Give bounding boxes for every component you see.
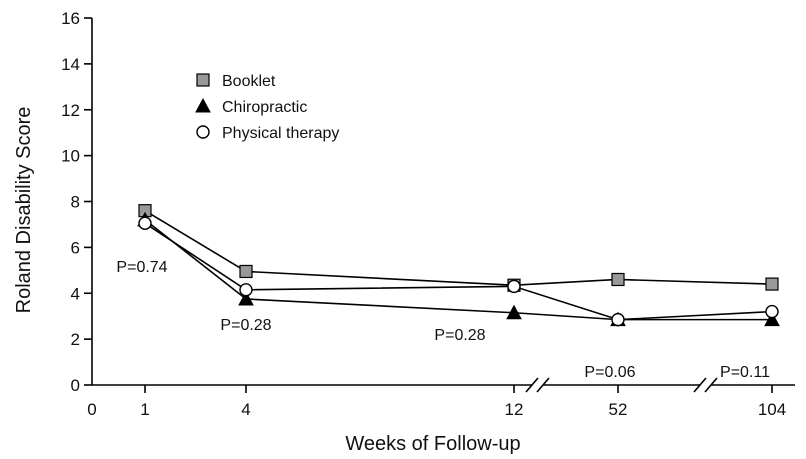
series-lines xyxy=(144,209,773,321)
y-tick-label: 16 xyxy=(61,9,80,28)
legend-label: Booklet xyxy=(222,73,276,90)
y-tick-label: 14 xyxy=(61,55,80,74)
y-axis-title: Roland Disability Score xyxy=(13,107,35,314)
x-tick-label: 4 xyxy=(241,400,250,419)
legend-marker-circle xyxy=(196,125,210,139)
legend-marker-square xyxy=(196,73,210,87)
data-point-square xyxy=(765,277,779,291)
data-point-triangle xyxy=(238,290,254,306)
p-value-label: P=0.11 xyxy=(720,364,770,381)
p-value-annotations: P=0.74 P=0.28 P=0.28 P=0.06 P=0.11 xyxy=(116,259,770,381)
data-point-circle xyxy=(239,283,253,297)
data-point-circle xyxy=(138,216,152,230)
p-value-label: P=0.06 xyxy=(584,364,635,381)
y-tick-label: 12 xyxy=(61,101,80,120)
y-tick-label: 2 xyxy=(71,330,80,349)
p-value-label: P=0.28 xyxy=(220,317,271,334)
legend-label: Physical therapy xyxy=(222,125,339,142)
data-point-square xyxy=(239,264,253,279)
data-point-circle xyxy=(765,304,779,319)
data-point-triangle xyxy=(506,304,522,320)
x-axis-title: Weeks of Follow-up xyxy=(345,433,520,455)
x-tick-label: 0 xyxy=(87,400,96,419)
p-value-label: P=0.74 xyxy=(116,259,167,276)
axis-break-mark xyxy=(525,377,539,393)
series-line-booklet xyxy=(144,209,773,287)
y-tick-label: 6 xyxy=(71,238,80,257)
legend: Booklet Chiropractic Physical therapy xyxy=(195,73,339,142)
x-tick-label: 52 xyxy=(609,400,628,419)
legend-marker-triangle xyxy=(195,97,211,113)
y-tick-label: 0 xyxy=(71,376,80,395)
data-point-circle xyxy=(507,279,521,294)
axis-break-mark xyxy=(536,377,550,393)
x-tick-label: 104 xyxy=(758,400,786,419)
data-point-square xyxy=(611,272,625,287)
data-point-circle xyxy=(611,312,625,327)
y-tick-label: 8 xyxy=(71,193,80,212)
series-markers xyxy=(137,204,780,327)
data-point-triangle xyxy=(764,311,780,327)
axis-break-mark xyxy=(704,377,718,393)
legend-label: Chiropractic xyxy=(222,99,307,116)
y-tick-label: 10 xyxy=(61,147,80,166)
x-tick-label: 12 xyxy=(505,400,524,419)
x-tick-label: 1 xyxy=(140,400,149,419)
y-tick-label: 4 xyxy=(71,284,80,303)
axis-break-mark xyxy=(693,377,707,393)
p-value-label: P=0.28 xyxy=(434,327,485,344)
